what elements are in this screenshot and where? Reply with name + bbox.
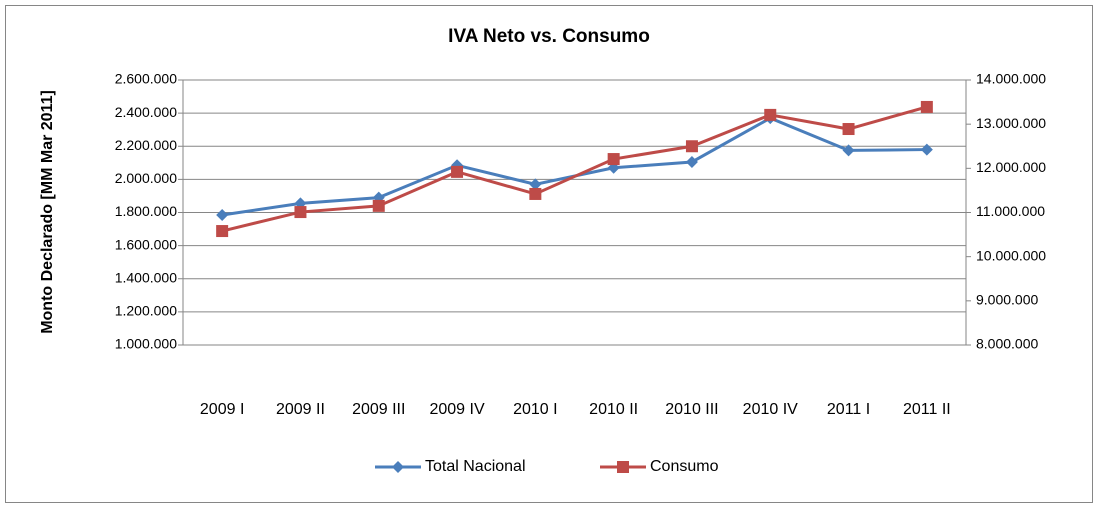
data-point (372, 199, 385, 212)
legend-label: Total Nacional (425, 458, 526, 475)
legend-label: Consumo (650, 458, 719, 475)
data-point (607, 153, 620, 166)
x-tick-label: 2009 II (276, 401, 325, 418)
data-point (529, 178, 542, 191)
y-tick-label: 2.600.000 (115, 71, 177, 87)
y-tick-label: 2.400.000 (115, 104, 177, 120)
y-axis-title: Monto Declarado [MM Mar 2011] (39, 90, 56, 334)
data-point (216, 225, 229, 238)
chart-border (5, 5, 1093, 503)
data-point (685, 140, 698, 153)
data-point (451, 165, 464, 178)
y2-tick-label: 11.000.000 (976, 203, 1045, 219)
data-point (842, 144, 855, 157)
y2-tick-label: 8.000.000 (976, 336, 1038, 352)
y-tick-label: 1.600.000 (115, 236, 177, 252)
x-tick-label: 2009 III (352, 401, 405, 418)
data-point (529, 187, 542, 200)
x-tick-label: 2010 IV (743, 401, 798, 418)
x-tick-label: 2010 I (513, 401, 557, 418)
y2-tick-label: 9.000.000 (976, 292, 1038, 308)
y-tick-label: 1.200.000 (115, 303, 177, 319)
y2-tick-label: 10.000.000 (976, 247, 1046, 263)
data-point (216, 208, 229, 221)
x-tick-label: 2011 II (903, 401, 951, 418)
y-tick-label: 2.200.000 (115, 137, 177, 153)
x-tick-label: 2010 III (665, 401, 718, 418)
x-tick-label: 2010 II (589, 401, 638, 418)
y2-tick-label: 12.000.000 (976, 159, 1046, 175)
data-point (294, 206, 307, 219)
y2-tick-label: 13.000.000 (976, 115, 1046, 131)
data-point (920, 100, 933, 113)
y-tick-label: 1.400.000 (115, 269, 177, 285)
x-tick-label: 2011 I (827, 401, 870, 418)
legend-marker (392, 461, 404, 473)
data-point (764, 108, 777, 121)
y-tick-label: 1.800.000 (115, 203, 177, 219)
chart-title: IVA Neto vs. Consumo (448, 26, 650, 47)
data-point (920, 143, 933, 156)
x-tick-label: 2009 IV (429, 401, 484, 418)
y-tick-label: 2.000.000 (115, 170, 177, 186)
y-tick-label: 1.000.000 (115, 336, 177, 352)
series-line (221, 105, 928, 233)
y2-tick-label: 14.000.000 (976, 71, 1046, 87)
x-tick-label: 2009 I (200, 401, 244, 418)
data-point (842, 123, 855, 136)
data-point (685, 155, 698, 168)
legend-marker (617, 461, 629, 473)
